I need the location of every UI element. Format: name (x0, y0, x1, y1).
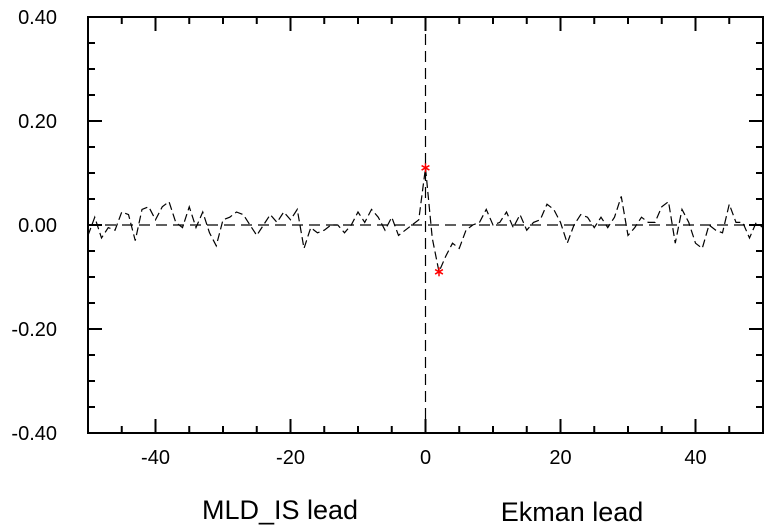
x-tick-label: -40 (141, 447, 170, 469)
significance-marker (434, 267, 444, 277)
correlation-series-line (87, 167, 764, 274)
chart-marks (87, 17, 764, 433)
x-tick-label: 20 (549, 447, 571, 469)
plot-frame (87, 16, 764, 434)
x-tick-label: 40 (684, 447, 706, 469)
y-tick-label: 0.00 (18, 215, 57, 237)
axis-labels: -40 -20 0 20 40 -0.40 -0.20 0.00 0.20 0.40 (11, 7, 706, 469)
y-tick-label: 0.40 (18, 7, 57, 29)
y-tick-label: 0.20 (18, 111, 57, 133)
y-tick-label: -0.40 (11, 423, 57, 445)
x-axis-label-ekman-lead: Ekman lead (501, 497, 644, 527)
y-tick-label: -0.20 (11, 319, 57, 341)
x-tick-label: -20 (276, 447, 305, 469)
x-tick-label: 0 (420, 447, 431, 469)
significance-marker (421, 163, 430, 173)
x-axis-label-mld-is-lead: MLD_IS lead (202, 495, 358, 525)
